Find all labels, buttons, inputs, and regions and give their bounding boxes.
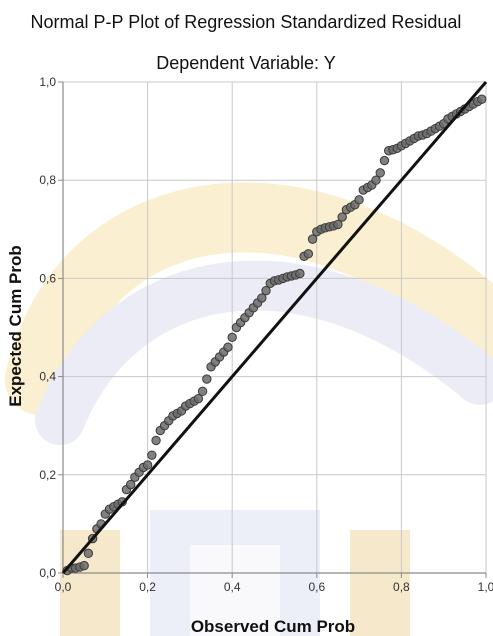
data-point bbox=[261, 285, 271, 296]
x-tick-label: 0,4 bbox=[224, 580, 241, 594]
x-tick-label: 0,6 bbox=[308, 580, 325, 594]
data-point bbox=[354, 195, 364, 205]
data-point bbox=[307, 234, 318, 244]
y-tick-label: 1,0 bbox=[39, 75, 56, 89]
data-point bbox=[375, 168, 385, 178]
y-tick-label: 0,4 bbox=[39, 370, 56, 384]
y-axis-ticks: 0,0 0,2 0,4 0,6 0,8 1,0 bbox=[39, 75, 63, 580]
data-point bbox=[202, 374, 212, 384]
watermark-block-left bbox=[60, 530, 120, 636]
data-point bbox=[223, 342, 233, 352]
x-tick-label: 0,0 bbox=[55, 580, 72, 594]
watermark-block-right bbox=[350, 530, 410, 636]
x-tick-label: 0,2 bbox=[139, 580, 156, 594]
y-tick-label: 0,6 bbox=[39, 271, 56, 285]
data-point bbox=[477, 94, 487, 104]
data-point bbox=[227, 332, 237, 343]
y-tick-label: 0,0 bbox=[39, 566, 56, 580]
reference-line bbox=[61, 81, 488, 574]
watermark-block-inner bbox=[190, 545, 280, 636]
x-tick-label: 1,0 bbox=[478, 580, 493, 594]
data-point bbox=[83, 548, 94, 559]
data-point bbox=[125, 479, 136, 490]
x-axis-label: Observed Cum Prob bbox=[191, 617, 355, 636]
data-point bbox=[193, 393, 204, 404]
data-point bbox=[379, 155, 390, 166]
y-tick-label: 0,8 bbox=[39, 173, 56, 187]
y-tick-label: 0,2 bbox=[39, 468, 56, 482]
data-point bbox=[151, 435, 161, 446]
watermark-arc-inner bbox=[35, 260, 493, 445]
data-point bbox=[371, 175, 381, 185]
y-axis-label: Expected Cum Prob bbox=[6, 245, 25, 407]
data-points bbox=[62, 94, 487, 576]
plot-area: 0,0 0,2 0,4 0,6 0,8 1,0 0,0 0,2 0,4 0,6 0,8 1,0 bbox=[39, 75, 493, 594]
data-point bbox=[295, 268, 305, 279]
data-point bbox=[147, 450, 157, 460]
data-point bbox=[303, 249, 314, 259]
watermark-arc bbox=[5, 182, 493, 415]
data-point bbox=[79, 560, 89, 571]
chart-title: Normal P-P Plot of Regression Standardiz… bbox=[31, 12, 462, 32]
x-axis-ticks: 0,0 0,2 0,4 0,6 0,8 1,0 bbox=[55, 573, 493, 594]
chart-subtitle: Dependent Variable: Y bbox=[156, 53, 335, 73]
data-point bbox=[142, 460, 153, 470]
data-point bbox=[197, 386, 208, 397]
data-point bbox=[333, 219, 343, 230]
data-point bbox=[257, 293, 267, 303]
x-tick-label: 0,8 bbox=[393, 580, 410, 594]
data-point bbox=[337, 212, 347, 222]
